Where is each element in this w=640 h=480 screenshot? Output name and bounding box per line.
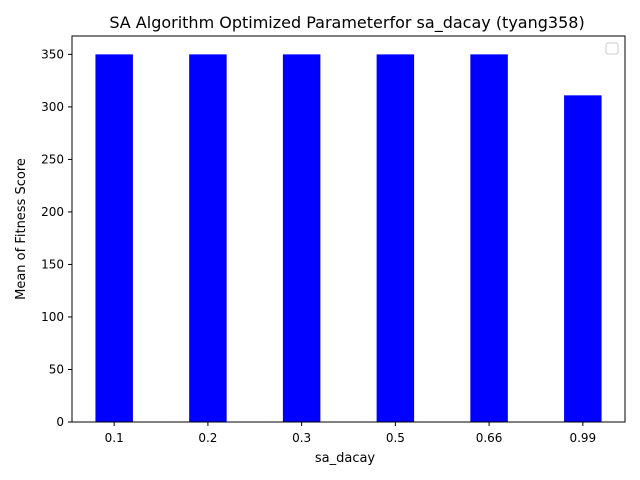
x-tick-label: 0.66 [476, 431, 503, 445]
chart-title: SA Algorithm Optimized Parameterfor sa_d… [109, 13, 584, 33]
plot-frame [71, 35, 626, 423]
y-tick-label: 200 [41, 205, 64, 219]
bar-0.2 [189, 54, 227, 422]
y-axis-label: Mean of Fitness Score [14, 158, 29, 300]
x-axis-label: sa_dacay [315, 451, 376, 466]
y-tick-label: 250 [41, 152, 64, 166]
bar-0.99 [564, 95, 602, 423]
y-tick-label: 150 [41, 257, 64, 271]
legend-box [605, 42, 619, 55]
x-tick-label: 0.2 [198, 431, 217, 445]
bar-0.3 [282, 54, 321, 422]
x-tick-label: 0.3 [292, 431, 311, 445]
x-tick-label: 0.99 [569, 431, 596, 445]
y-tick-label: 300 [41, 100, 64, 114]
bar-0.5 [376, 54, 415, 422]
x-tick-label: 0.5 [386, 431, 405, 445]
y-tick-label: 0 [56, 415, 64, 429]
x-tick-label: 0.1 [105, 431, 124, 445]
y-tick-label: 100 [41, 310, 64, 324]
y-tick-label: 50 [49, 362, 64, 376]
bar-0.1 [95, 54, 133, 422]
y-tick-label: 350 [41, 47, 64, 61]
bar-0.66 [470, 54, 508, 422]
